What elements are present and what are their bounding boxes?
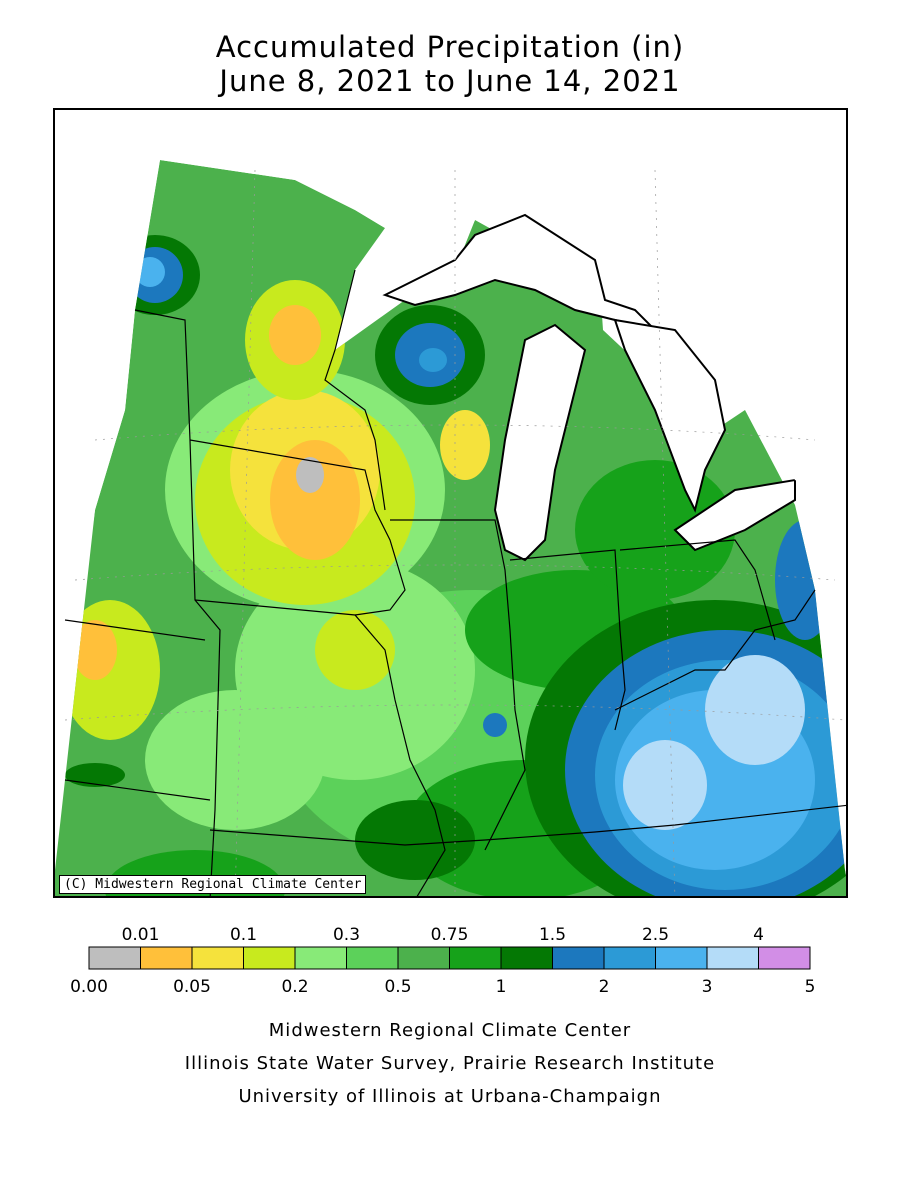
legend-bin-9: [552, 946, 605, 970]
legend-bin-13: [758, 946, 811, 970]
legend-top-label-4: 1.5: [539, 925, 566, 945]
map-canvas: [55, 110, 846, 896]
legend-bins: [88, 946, 811, 970]
map-date-range: June 8, 2021 to June 14, 2021: [219, 64, 681, 98]
legend-bin-12: [706, 946, 759, 970]
legend-bin-3: [243, 946, 296, 970]
legend-top-label-0: 0.01: [122, 925, 160, 945]
legend-top-label-1: 0.1: [230, 925, 257, 945]
legend-bin-6: [397, 946, 450, 970]
legend-bin-0: [88, 946, 141, 970]
legend-bin-7: [449, 946, 502, 970]
legend-bin-11: [655, 946, 708, 970]
legend-top-label-5: 2.5: [642, 925, 669, 945]
color-legend: 0.01 0.1 0.3 0.75 1.5 2.5 4 0.00 0.05 0.2 0.5 1 2 3 5: [70, 925, 815, 997]
legend-bottom-label-5: 2: [599, 977, 610, 997]
legend-bin-5: [346, 946, 399, 970]
legend-bottom-label-1: 0.05: [173, 977, 211, 997]
state-borders: [64, 269, 846, 896]
legend-bin-1: [140, 946, 193, 970]
legend-top-labels: 0.01 0.1 0.3 0.75 1.5 2.5 4: [122, 925, 764, 945]
lake-huron: [613, 318, 727, 513]
legend-bottom-label-2: 0.2: [281, 977, 308, 997]
great-lakes: [382, 213, 796, 562]
footer-university: University of Illinois at Urbana-Champai…: [238, 1086, 662, 1107]
legend-bottom-label-4: 1: [496, 977, 507, 997]
footer-organization: Midwestern Regional Climate Center: [268, 1020, 632, 1041]
legend-bin-2: [191, 946, 244, 970]
lake-michigan: [493, 323, 587, 562]
precipitation-map: (C) Midwestern Regional Climate Center: [53, 108, 848, 898]
legend-top-label-2: 0.3: [333, 925, 360, 945]
legend-bin-10: [603, 946, 656, 970]
legend-bottom-label-6: 3: [702, 977, 713, 997]
lake-erie: [673, 478, 796, 552]
legend-top-label-3: 0.75: [431, 925, 469, 945]
legend-bin-8: [500, 946, 553, 970]
copyright-notice: (C) Midwestern Regional Climate Center: [59, 875, 367, 894]
graticule: [64, 169, 846, 896]
legend-bottom-labels: 0.00 0.05 0.2 0.5 1 2 3 5: [70, 977, 815, 997]
map-title: Accumulated Precipitation (in): [215, 30, 685, 64]
legend-bottom-label-3: 0.5: [384, 977, 411, 997]
footer-survey: Illinois State Water Survey, Prairie Res…: [184, 1053, 716, 1074]
legend-top-label-6: 4: [753, 925, 764, 945]
legend-bin-4: [294, 946, 347, 970]
legend-bottom-label-7: 5: [805, 977, 816, 997]
lake-superior: [382, 213, 659, 332]
legend-bottom-label-0: 0.00: [70, 977, 108, 997]
